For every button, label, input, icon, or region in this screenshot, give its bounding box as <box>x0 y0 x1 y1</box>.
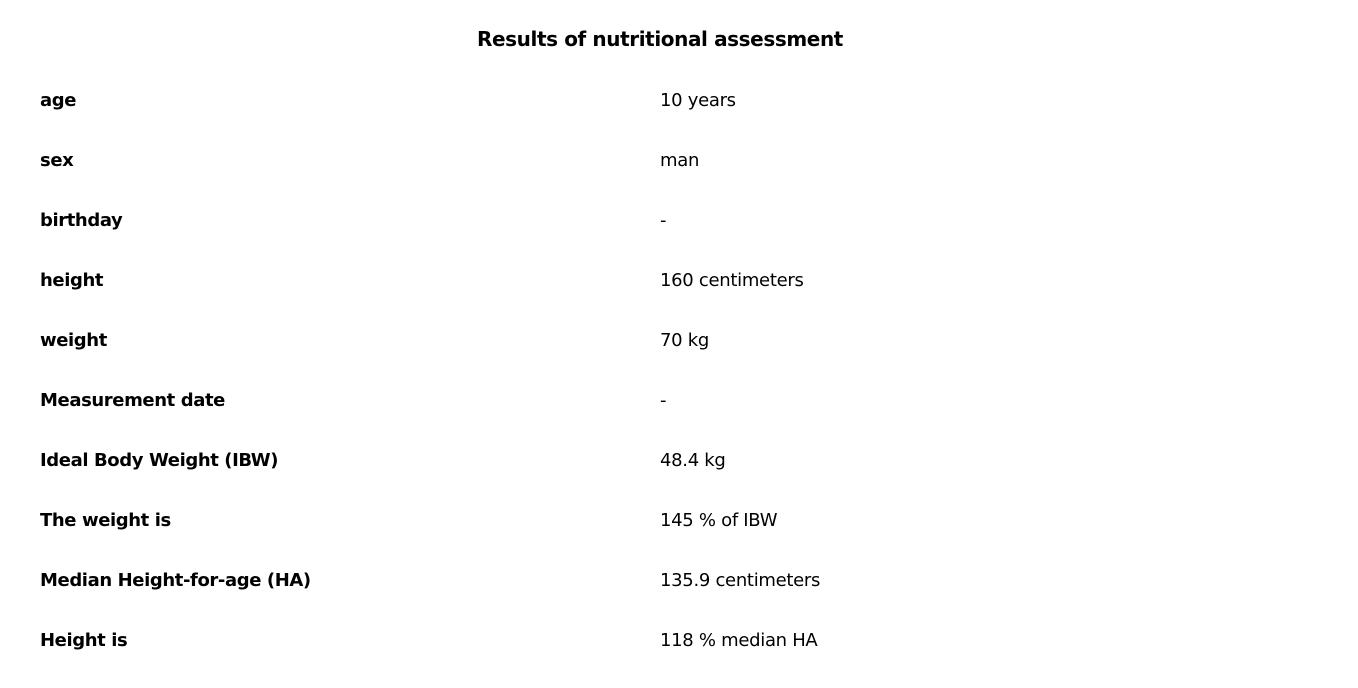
result-label: height <box>40 269 104 291</box>
result-label: Height is <box>40 629 128 651</box>
result-row-measurement-date: Measurement date - <box>40 370 1320 430</box>
page-title: Results of nutritional assessment <box>477 27 843 51</box>
result-label: Measurement date <box>40 389 225 411</box>
result-value: 48.4 kg <box>660 449 726 471</box>
result-value: - <box>660 389 667 411</box>
result-row-median-height-for-age: Median Height-for-age (HA) 135.9 centime… <box>40 550 1320 610</box>
result-label: Ideal Body Weight (IBW) <box>40 449 279 471</box>
result-row-weight: weight 70 kg <box>40 310 1320 370</box>
result-value: - <box>660 209 667 231</box>
result-label: weight <box>40 329 107 351</box>
result-row-ideal-body-weight: Ideal Body Weight (IBW) 48.4 kg <box>40 430 1320 490</box>
result-value: 160 centimeters <box>660 269 804 291</box>
result-row-height: height 160 centimeters <box>40 250 1320 310</box>
result-value: 145 % of IBW <box>660 509 778 531</box>
results-table: age 10 years sex man birthday - height 1… <box>40 70 1320 670</box>
result-row-birthday: birthday - <box>40 190 1320 250</box>
result-value: 10 years <box>660 89 736 111</box>
result-value: 118 % median HA <box>660 629 818 651</box>
result-label: age <box>40 89 77 111</box>
result-row-sex: sex man <box>40 130 1320 190</box>
result-row-weight-percent-ibw: The weight is 145 % of IBW <box>40 490 1320 550</box>
result-label: sex <box>40 149 74 171</box>
result-value: man <box>660 149 700 171</box>
result-row-height-percent-ha: Height is 118 % median HA <box>40 610 1320 670</box>
result-value: 70 kg <box>660 329 709 351</box>
result-label: Median Height-for-age (HA) <box>40 569 311 591</box>
result-row-age: age 10 years <box>40 70 1320 130</box>
result-value: 135.9 centimeters <box>660 569 821 591</box>
result-label: birthday <box>40 209 123 231</box>
result-label: The weight is <box>40 509 171 531</box>
